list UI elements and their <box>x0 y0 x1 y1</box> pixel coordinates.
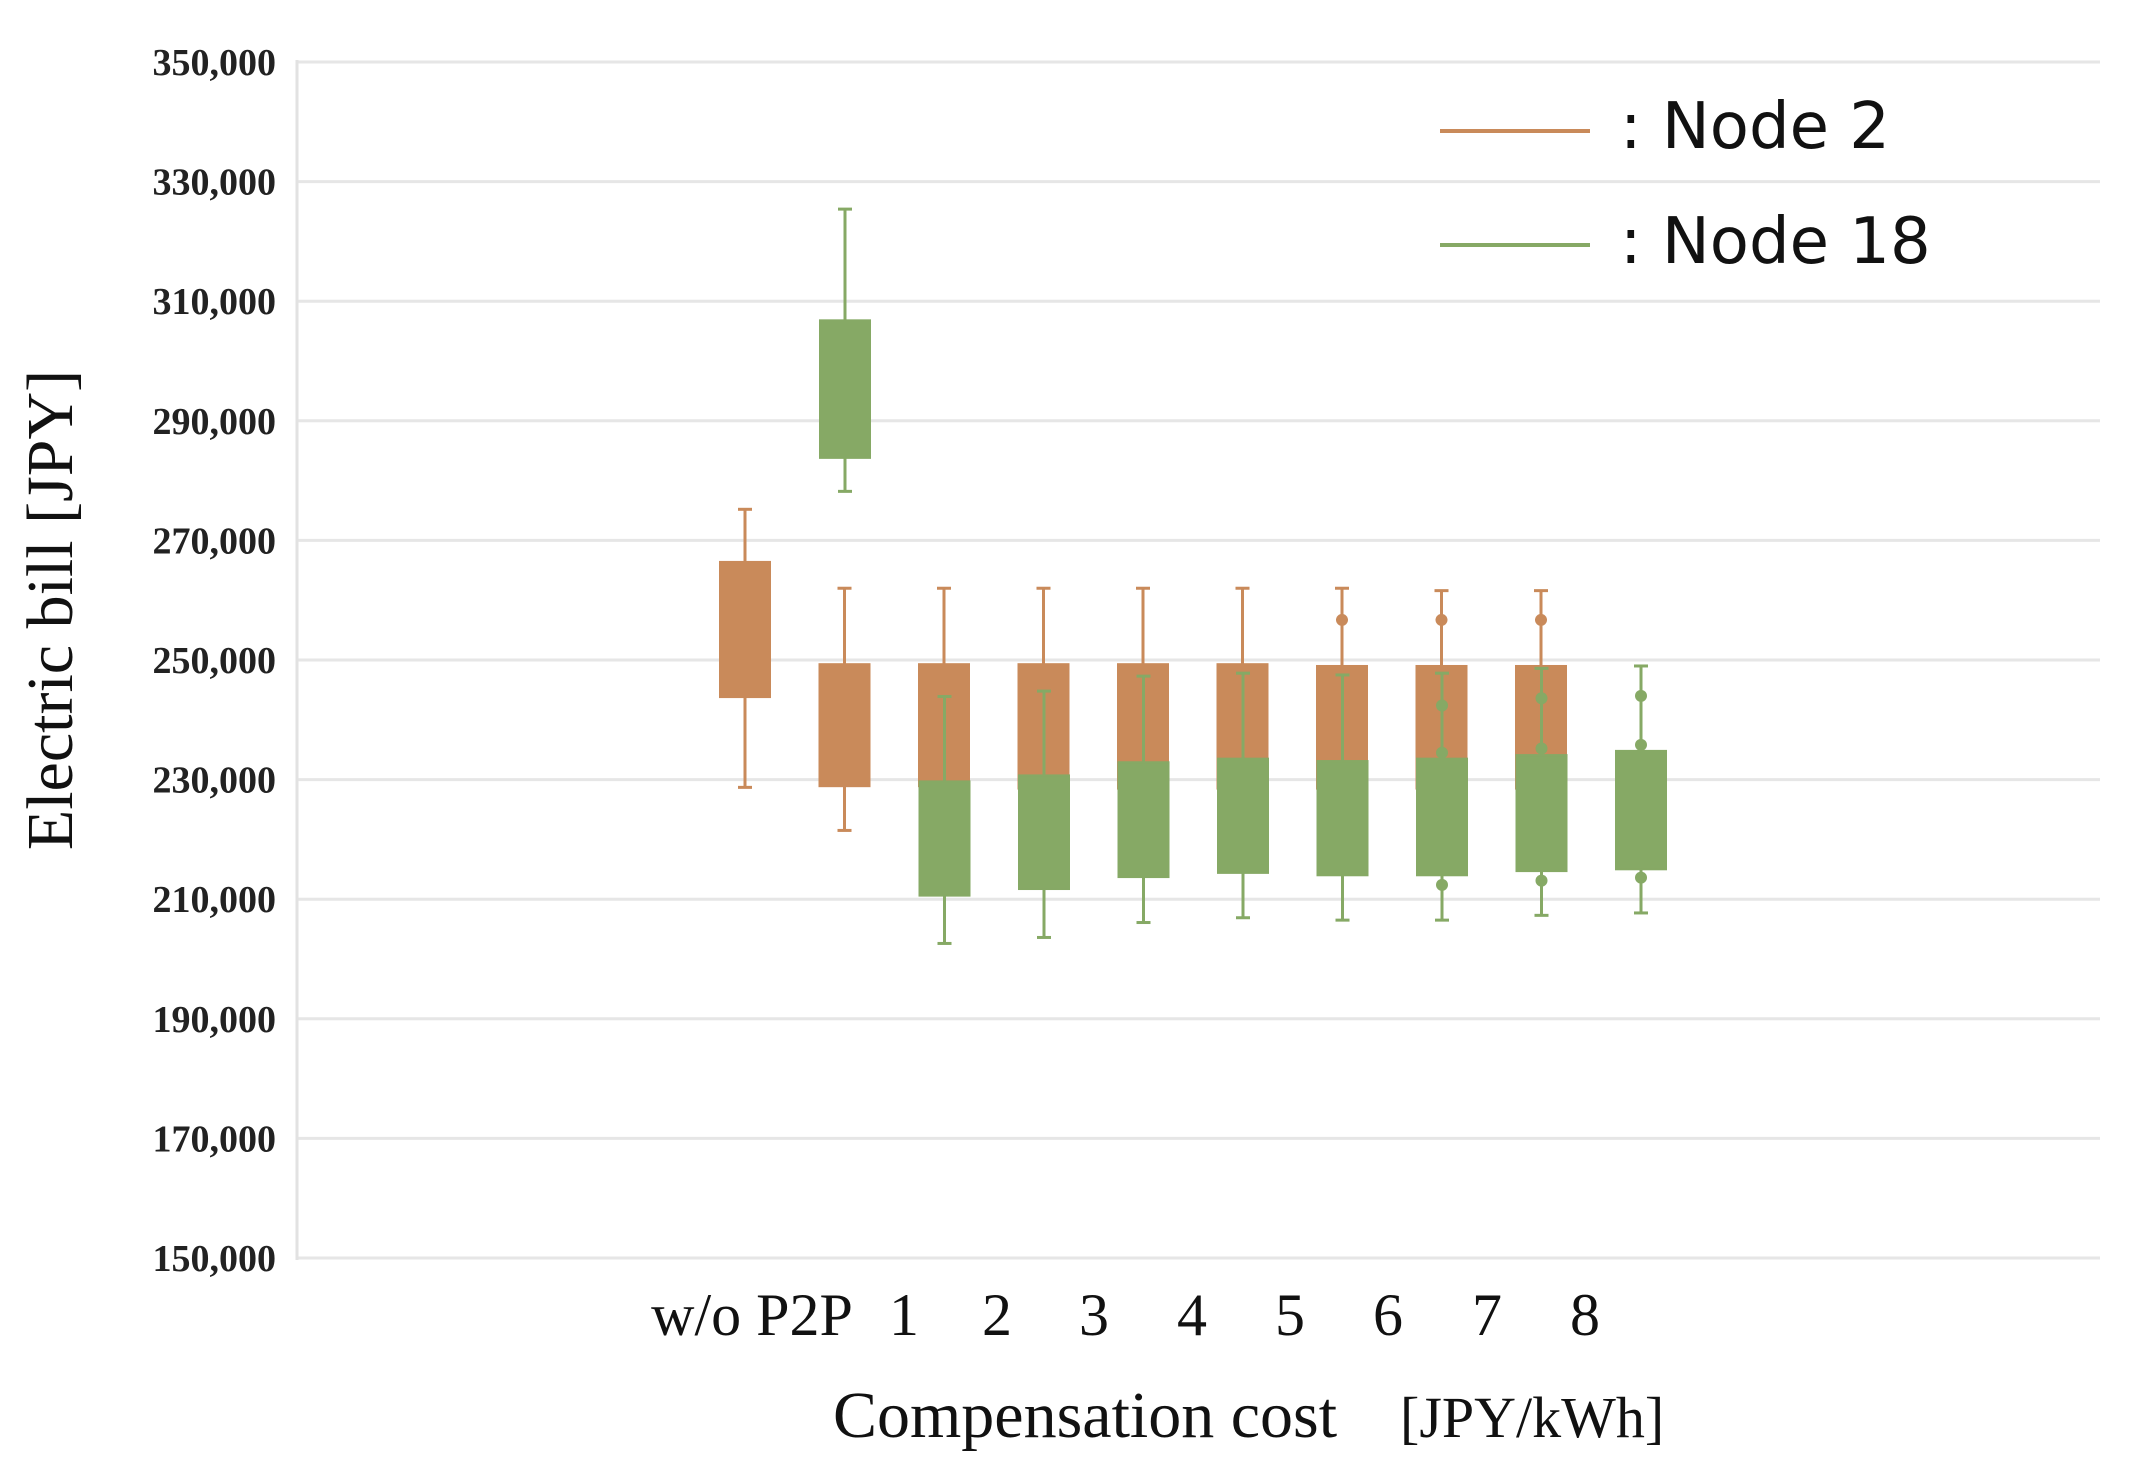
y-tick-label: 210,000 <box>153 879 277 921</box>
box-body <box>1515 754 1568 873</box>
x-tick-label: 7 <box>1472 1282 1502 1348</box>
box-node-18 <box>1515 666 1568 917</box>
box-body <box>818 663 871 788</box>
x-axis-title: Compensation cost <box>833 1379 1337 1452</box>
box-body <box>918 780 971 897</box>
box-body <box>1316 760 1369 877</box>
outlier-point <box>1435 613 1448 626</box>
outlier-point <box>1635 871 1647 884</box>
box-node-18 <box>1615 664 1667 915</box>
x-tick-label: 3 <box>1079 1282 1109 1348</box>
box-node-18 <box>1018 689 1070 939</box>
outlier-point <box>1436 878 1448 891</box>
x-tick-label: 6 <box>1373 1282 1403 1348</box>
legend: : Node 2 : Node 18 <box>1440 90 1931 279</box>
box-node-18 <box>1316 673 1369 922</box>
box-body <box>1416 757 1468 877</box>
y-tick-label: 350,000 <box>153 42 277 84</box>
box-body <box>719 560 771 699</box>
y-tick-label: 330,000 <box>153 162 277 204</box>
x-tick-label: w/o P2P <box>651 1282 853 1348</box>
outlier-point <box>1436 699 1448 712</box>
outlier-point <box>1535 874 1548 887</box>
x-tick-label: 4 <box>1177 1282 1207 1348</box>
box-node-2 <box>818 586 871 832</box>
box-body <box>819 319 871 459</box>
outlier-point <box>1535 613 1547 626</box>
x-tick-label: 5 <box>1275 1282 1305 1348</box>
y-tick-label: 150,000 <box>153 1238 277 1280</box>
outlier-point <box>1436 746 1448 759</box>
outlier-point <box>1635 738 1647 751</box>
y-tick-label: 290,000 <box>153 401 277 443</box>
legend-label-node-18: : Node 18 <box>1620 205 1931 279</box>
outlier-point <box>1535 692 1548 705</box>
grid-lines <box>297 60 2100 1260</box>
y-tick-label: 310,000 <box>153 281 277 323</box>
box-node-2 <box>719 507 771 789</box>
y-tick-label: 270,000 <box>153 520 277 562</box>
y-tick-label: 250,000 <box>153 640 277 682</box>
x-tick-labels: w/o P2P 1 2 3 4 5 6 7 8 <box>651 1282 1600 1348</box>
box-node-18 <box>918 694 971 945</box>
box-body <box>1217 757 1269 874</box>
box-body <box>1615 749 1667 871</box>
outlier-point <box>1635 689 1647 702</box>
x-tick-label: 1 <box>889 1282 919 1348</box>
y-axis-title: Electric bill [JPY] <box>14 370 87 850</box>
y-tick-label: 190,000 <box>153 999 277 1041</box>
x-axis-unit: [JPY/kWh] <box>1400 1385 1664 1450</box>
box-body <box>1117 761 1170 879</box>
box-node-18 <box>1117 674 1170 925</box>
box-body <box>1018 774 1070 891</box>
box-series <box>719 207 1667 945</box>
box-node-18 <box>1416 671 1468 922</box>
legend-label-node-2: : Node 2 <box>1620 90 1890 164</box>
y-tick-label: 230,000 <box>153 760 277 802</box>
outlier-point <box>1336 613 1348 626</box>
box-node-18 <box>819 207 871 493</box>
x-tick-label: 2 <box>982 1282 1012 1348</box>
box-node-18 <box>1217 671 1269 920</box>
y-tick-label: 170,000 <box>153 1118 277 1160</box>
y-tick-labels: 150,000 170,000 190,000 210,000 230,000 250,0… <box>153 42 277 1280</box>
x-tick-label: 8 <box>1570 1282 1600 1348</box>
outlier-point <box>1535 742 1548 755</box>
